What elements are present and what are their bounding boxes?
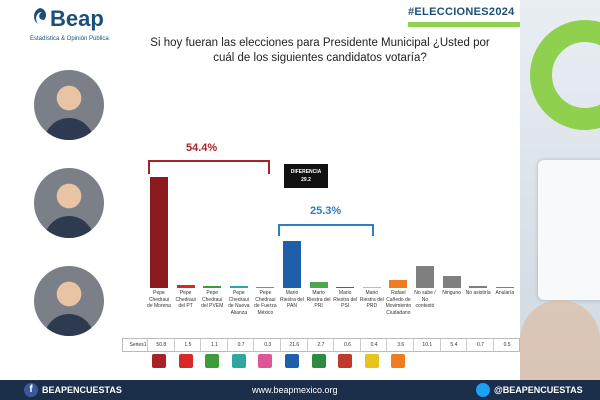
facebook-icon: f <box>24 383 38 397</box>
group-total-red: 54.4% <box>186 142 218 154</box>
table-value-12: 0.7 <box>466 339 494 351</box>
bar-8 <box>362 286 381 288</box>
candidate-photo-canedo <box>34 266 104 336</box>
twitter-handle[interactable]: @BEAPENCUESTAS <box>494 385 583 395</box>
table-value-10: 10.1 <box>413 339 441 351</box>
category-label-2: Pepe Chedraui del PVEM <box>201 290 224 309</box>
bar-7 <box>336 286 355 288</box>
table-value-9: 3.6 <box>386 339 414 351</box>
fuerza-mexico-logo <box>258 354 273 368</box>
category-label-0: Pepe Chedraui de Morena <box>147 290 171 309</box>
hashtag: #ELECCIONES2024 <box>408 6 515 18</box>
pt-logo <box>178 354 193 368</box>
bar-2 <box>203 285 222 288</box>
tablet-graphic <box>538 160 600 300</box>
brand-name: Beap <box>50 6 104 31</box>
category-label-13: Anularía <box>495 290 515 296</box>
table-value-13: 0.5 <box>492 339 521 351</box>
bar-0 <box>150 177 168 288</box>
difference-label: DIFERENCIA <box>290 169 322 175</box>
website-link[interactable]: www.beapmexico.org <box>252 385 338 395</box>
table-value-8: 0.4 <box>359 339 388 351</box>
psi-logo <box>338 354 353 368</box>
twitter-icon <box>476 383 490 397</box>
table-value-5: 21.6 <box>280 339 308 351</box>
nueva-alianza-logo <box>231 354 246 368</box>
ring-graphic <box>530 20 600 130</box>
beap-swirl-icon <box>34 8 47 24</box>
table-value-7: 0.6 <box>333 339 361 351</box>
brand-tagline: Estadística & Opinión Pública <box>30 36 109 42</box>
group-bracket-red <box>148 160 270 174</box>
bar-3 <box>229 286 248 288</box>
hashtag-underline <box>408 22 520 27</box>
bar-10 <box>416 265 434 288</box>
category-label-6: Mario Riestra del PRI <box>306 290 331 309</box>
bar-9 <box>389 280 408 288</box>
morena-logo <box>152 354 166 368</box>
category-label-8: Mario Riestra del PRD <box>359 290 384 309</box>
bar-4 <box>256 286 275 288</box>
candidate-photo-riestra <box>34 168 104 238</box>
bar-1 <box>176 284 195 288</box>
table-value-3: 0.7 <box>226 339 255 351</box>
mc-logo <box>391 354 406 368</box>
bar-5 <box>283 240 301 288</box>
table-value-11: 5.4 <box>439 339 468 351</box>
bar-13 <box>495 286 514 288</box>
category-label-10: No sabe / No contestó <box>414 290 436 309</box>
group-total-blue: 25.3% <box>310 205 342 217</box>
category-label-5: Mario Riestra del PAN <box>280 290 304 309</box>
prd-logo <box>364 354 379 368</box>
beap-logo: Beap Estadística & Opinión Pública <box>28 6 118 50</box>
table-value-1: 1.5 <box>173 339 202 351</box>
pri-logo <box>311 354 326 368</box>
pvem-logo <box>205 354 220 368</box>
table-value-4: 0.3 <box>253 339 281 351</box>
table-value-2: 1.1 <box>200 339 228 351</box>
category-label-1: Pepe Chedraui del PT <box>175 290 196 309</box>
data-table: Series1 50.8 1.5 1.1 0.7 0.3 21.6 2.7 0.6 0.4 3.6… <box>122 338 520 352</box>
series-name: Series1 <box>129 342 147 348</box>
chart-title: Si hoy fueran las elecciones para Presid… <box>150 37 490 64</box>
category-label-4: Pepe Chedraui de Fuerza México <box>254 290 277 316</box>
table-value-0: 50.8 <box>147 339 175 351</box>
facebook-handle[interactable]: BEAPENCUESTAS <box>42 385 122 395</box>
category-label-11: Ninguno <box>442 290 461 296</box>
group-bracket-blue <box>278 224 374 236</box>
bar-6 <box>309 282 328 288</box>
difference-value: 29.2 <box>301 177 311 183</box>
table-value-6: 2.7 <box>306 339 335 351</box>
bar-12 <box>469 286 488 288</box>
category-label-7: Mario Riestra del PSI <box>333 290 358 309</box>
difference-box: DIFERENCIA 29.2 <box>284 164 328 188</box>
pan-logo <box>285 354 299 368</box>
category-label-3: Pepe Chedraui de Nueva Alianza <box>228 290 250 316</box>
category-label-9: Rafael Cañedo de Movimiento Ciudadano <box>385 290 412 316</box>
candidate-photo-chedraui <box>34 70 104 140</box>
footer-bar: f BEAPENCUESTAS www.beapmexico.org @BEAP… <box>0 380 600 400</box>
bar-11 <box>442 276 461 288</box>
background-image <box>520 0 600 380</box>
hand-graphic <box>520 300 600 380</box>
category-label-12: No asistiría <box>465 290 491 296</box>
